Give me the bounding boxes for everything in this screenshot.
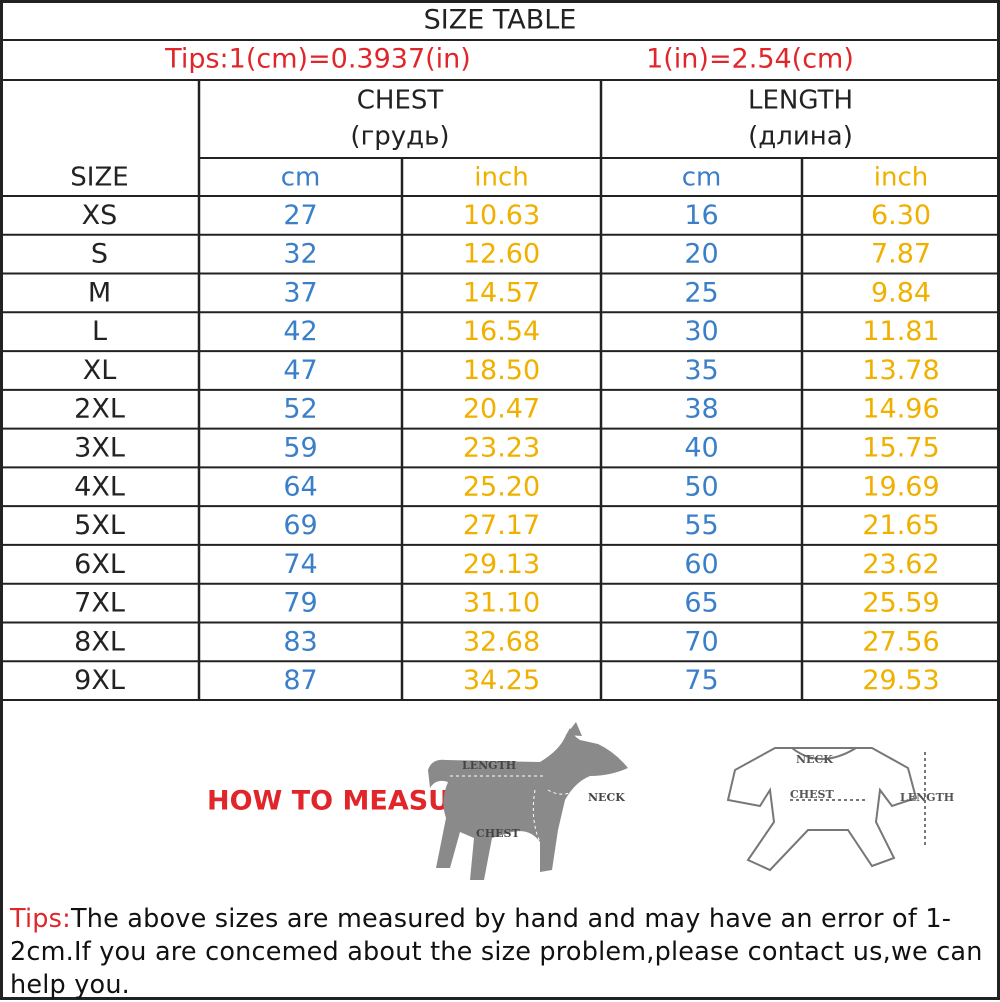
clothes-outline — [726, 747, 918, 872]
value-cell: 69 — [283, 510, 317, 541]
size-cell: XL — [83, 355, 117, 386]
value-cell: 75 — [684, 665, 718, 696]
value-cell: 52 — [283, 394, 317, 425]
value-cell: 50 — [684, 471, 718, 502]
dog-silhouette — [428, 728, 628, 880]
title: SIZE TABLE — [424, 5, 577, 36]
value-cell: 35 — [684, 355, 718, 386]
value-cell: 29.53 — [862, 665, 939, 696]
group-translation: (грудь) — [350, 122, 449, 152]
value-cell: 20 — [684, 239, 718, 270]
value-cell: 40 — [684, 433, 718, 464]
size-cell: 6XL — [74, 549, 125, 580]
value-cell: 65 — [684, 588, 718, 619]
dog-ear — [566, 722, 582, 736]
value-cell: 19.69 — [862, 471, 939, 502]
value-cell: 42 — [283, 316, 317, 347]
value-cell: 15.75 — [862, 433, 939, 464]
column-header: inch — [474, 163, 528, 193]
value-cell: 18.50 — [463, 355, 540, 386]
value-cell: 23.62 — [862, 549, 939, 580]
size-cell: M — [88, 277, 111, 308]
value-cell: 6.30 — [871, 200, 931, 231]
dog-label: CHEST — [476, 827, 520, 840]
group-header: LENGTH — [748, 86, 853, 116]
value-cell: 64 — [283, 471, 317, 502]
value-cell: 10.63 — [463, 200, 540, 231]
value-cell: 32 — [283, 239, 317, 270]
value-cell: 29.13 — [463, 549, 540, 580]
value-cell: 38 — [684, 394, 718, 425]
value-cell: 30 — [684, 316, 718, 347]
column-header: inch — [874, 163, 928, 193]
clothes-label: CHEST — [790, 788, 834, 801]
value-cell: 7.87 — [871, 239, 931, 270]
value-cell: 25.20 — [463, 471, 540, 502]
value-cell: 9.84 — [871, 277, 931, 308]
dog-chest-line — [532, 789, 541, 843]
value-cell: 25.59 — [862, 588, 939, 619]
value-cell: 12.60 — [463, 239, 540, 270]
value-cell: 55 — [684, 510, 718, 541]
value-cell: 60 — [684, 549, 718, 580]
value-cell: 27 — [283, 200, 317, 231]
clothes-label: NECK — [796, 753, 833, 766]
value-cell: 25 — [684, 277, 718, 308]
size-cell: L — [92, 316, 107, 347]
clothes-collar — [791, 747, 857, 760]
dog-diagram: LENGTH NECK CHEST — [428, 722, 628, 880]
tip-conversion: Tips:1(cm)=0.3937(in) — [164, 44, 471, 75]
value-cell: 27.56 — [862, 626, 939, 657]
value-cell: 59 — [283, 433, 317, 464]
dog-label: NECK — [588, 791, 625, 804]
footer-tip: Tips:The above sizes are measured by han… — [10, 903, 990, 1002]
size-cell: 5XL — [74, 510, 125, 541]
value-cell: 21.65 — [862, 510, 939, 541]
dog-label: LENGTH — [462, 759, 516, 772]
size-cell: 8XL — [74, 626, 125, 657]
size-cell: 3XL — [74, 433, 125, 464]
size-cell: S — [91, 239, 108, 270]
value-cell: 27.17 — [463, 510, 540, 541]
value-cell: 14.96 — [862, 394, 939, 425]
value-cell: 16.54 — [463, 316, 540, 347]
value-cell: 23.23 — [463, 433, 540, 464]
value-cell: 14.57 — [463, 277, 540, 308]
size-cell: 7XL — [74, 588, 125, 619]
value-cell: 13.78 — [862, 355, 939, 386]
value-cell: 83 — [283, 626, 317, 657]
group-translation: (длина) — [748, 122, 853, 152]
value-cell: 70 — [684, 626, 718, 657]
footer-tip-text: The above sizes are measured by hand and… — [10, 904, 983, 1000]
value-cell: 11.81 — [862, 316, 939, 347]
group-header: CHEST — [357, 86, 444, 116]
value-cell: 16 — [684, 200, 718, 231]
value-cell: 47 — [283, 355, 317, 386]
column-header: cm — [281, 163, 321, 193]
size-cell: 2XL — [74, 394, 125, 425]
clothes-label: LENGTH — [900, 791, 954, 804]
size-cell: 4XL — [74, 471, 125, 502]
column-header: cm — [682, 163, 722, 193]
tip-conversion: 1(in)=2.54(cm) — [646, 44, 854, 75]
value-cell: 37 — [283, 277, 317, 308]
value-cell: 20.47 — [463, 394, 540, 425]
size-cell: 9XL — [74, 665, 125, 696]
value-cell: 32.68 — [463, 626, 540, 657]
column-header: SIZE — [70, 163, 128, 193]
value-cell: 31.10 — [463, 588, 540, 619]
value-cell: 34.25 — [463, 665, 540, 696]
value-cell: 79 — [283, 588, 317, 619]
value-cell: 87 — [283, 665, 317, 696]
footer-tip-label: Tips: — [10, 904, 71, 934]
size-cell: XS — [82, 200, 118, 231]
value-cell: 74 — [283, 549, 317, 580]
clothes-diagram — [726, 747, 926, 872]
measure-heading: HOW TO MEASURE — [207, 786, 489, 817]
